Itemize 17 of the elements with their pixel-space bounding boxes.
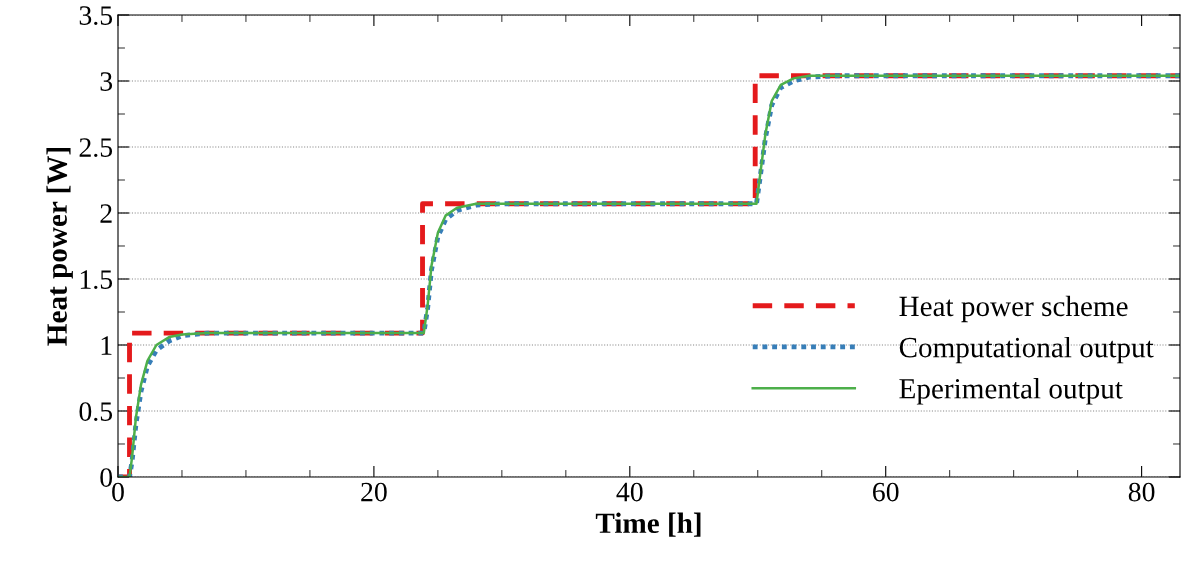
y-tick-label: 3	[100, 72, 113, 91]
x-tick-label: 40	[616, 482, 643, 502]
x-tick-label: 80	[1128, 482, 1155, 502]
y-axis-title: Heat power [W]	[46, 147, 73, 346]
legend-label: Heat power scheme	[899, 295, 1128, 323]
legend-label: Eperimental output	[899, 378, 1123, 405]
legend-label: Computational output	[899, 336, 1154, 364]
y-tick-label: 2.5	[79, 138, 113, 158]
y-tick-label: 1	[101, 336, 112, 355]
y-tick-label: 3.5	[79, 6, 113, 26]
y-tick-label: 2	[100, 204, 112, 223]
x-axis-title: Time [h]	[595, 512, 701, 537]
y-tick-label: 0	[100, 468, 113, 487]
x-tick-label: 60	[873, 482, 899, 502]
y-tick-label: 1.5	[80, 270, 113, 290]
x-tick-label: 20	[361, 482, 387, 502]
y-tick-label: 0.5	[79, 402, 113, 422]
